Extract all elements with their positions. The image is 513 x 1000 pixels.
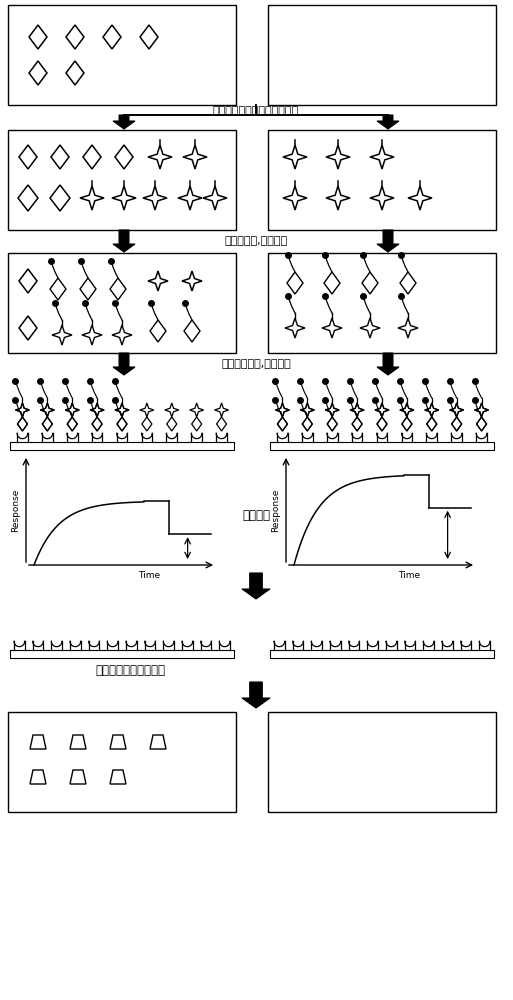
Text: Time: Time <box>399 570 421 580</box>
Bar <box>268 5 496 105</box>
Text: 其它有害化合物的检测: 其它有害化合物的检测 <box>95 664 165 676</box>
Bar <box>270 442 494 450</box>
Bar <box>270 650 494 658</box>
Polygon shape <box>377 353 399 375</box>
Text: 通入芯片表面,间接检测: 通入芯片表面,间接检测 <box>221 359 291 369</box>
Polygon shape <box>377 230 399 252</box>
Text: 加入凝血酶标记的有害化合物: 加入凝血酶标记的有害化合物 <box>213 106 299 116</box>
Bar <box>8 130 236 230</box>
Polygon shape <box>113 353 135 375</box>
Bar <box>10 442 234 450</box>
Bar <box>10 650 234 658</box>
Text: 芯片再生: 芯片再生 <box>242 509 270 522</box>
Bar <box>8 5 236 105</box>
Bar <box>268 130 496 230</box>
Text: 加入适配体,竞争识别: 加入适配体,竞争识别 <box>225 236 288 246</box>
Bar <box>8 712 236 812</box>
Polygon shape <box>113 115 135 129</box>
Polygon shape <box>242 573 270 599</box>
Text: Time: Time <box>139 570 161 580</box>
Text: Response: Response <box>271 488 281 532</box>
Bar <box>8 253 236 353</box>
Polygon shape <box>242 682 270 708</box>
Bar <box>268 712 496 812</box>
Polygon shape <box>113 230 135 252</box>
Polygon shape <box>377 115 399 129</box>
Text: Response: Response <box>11 488 21 532</box>
Bar <box>268 253 496 353</box>
